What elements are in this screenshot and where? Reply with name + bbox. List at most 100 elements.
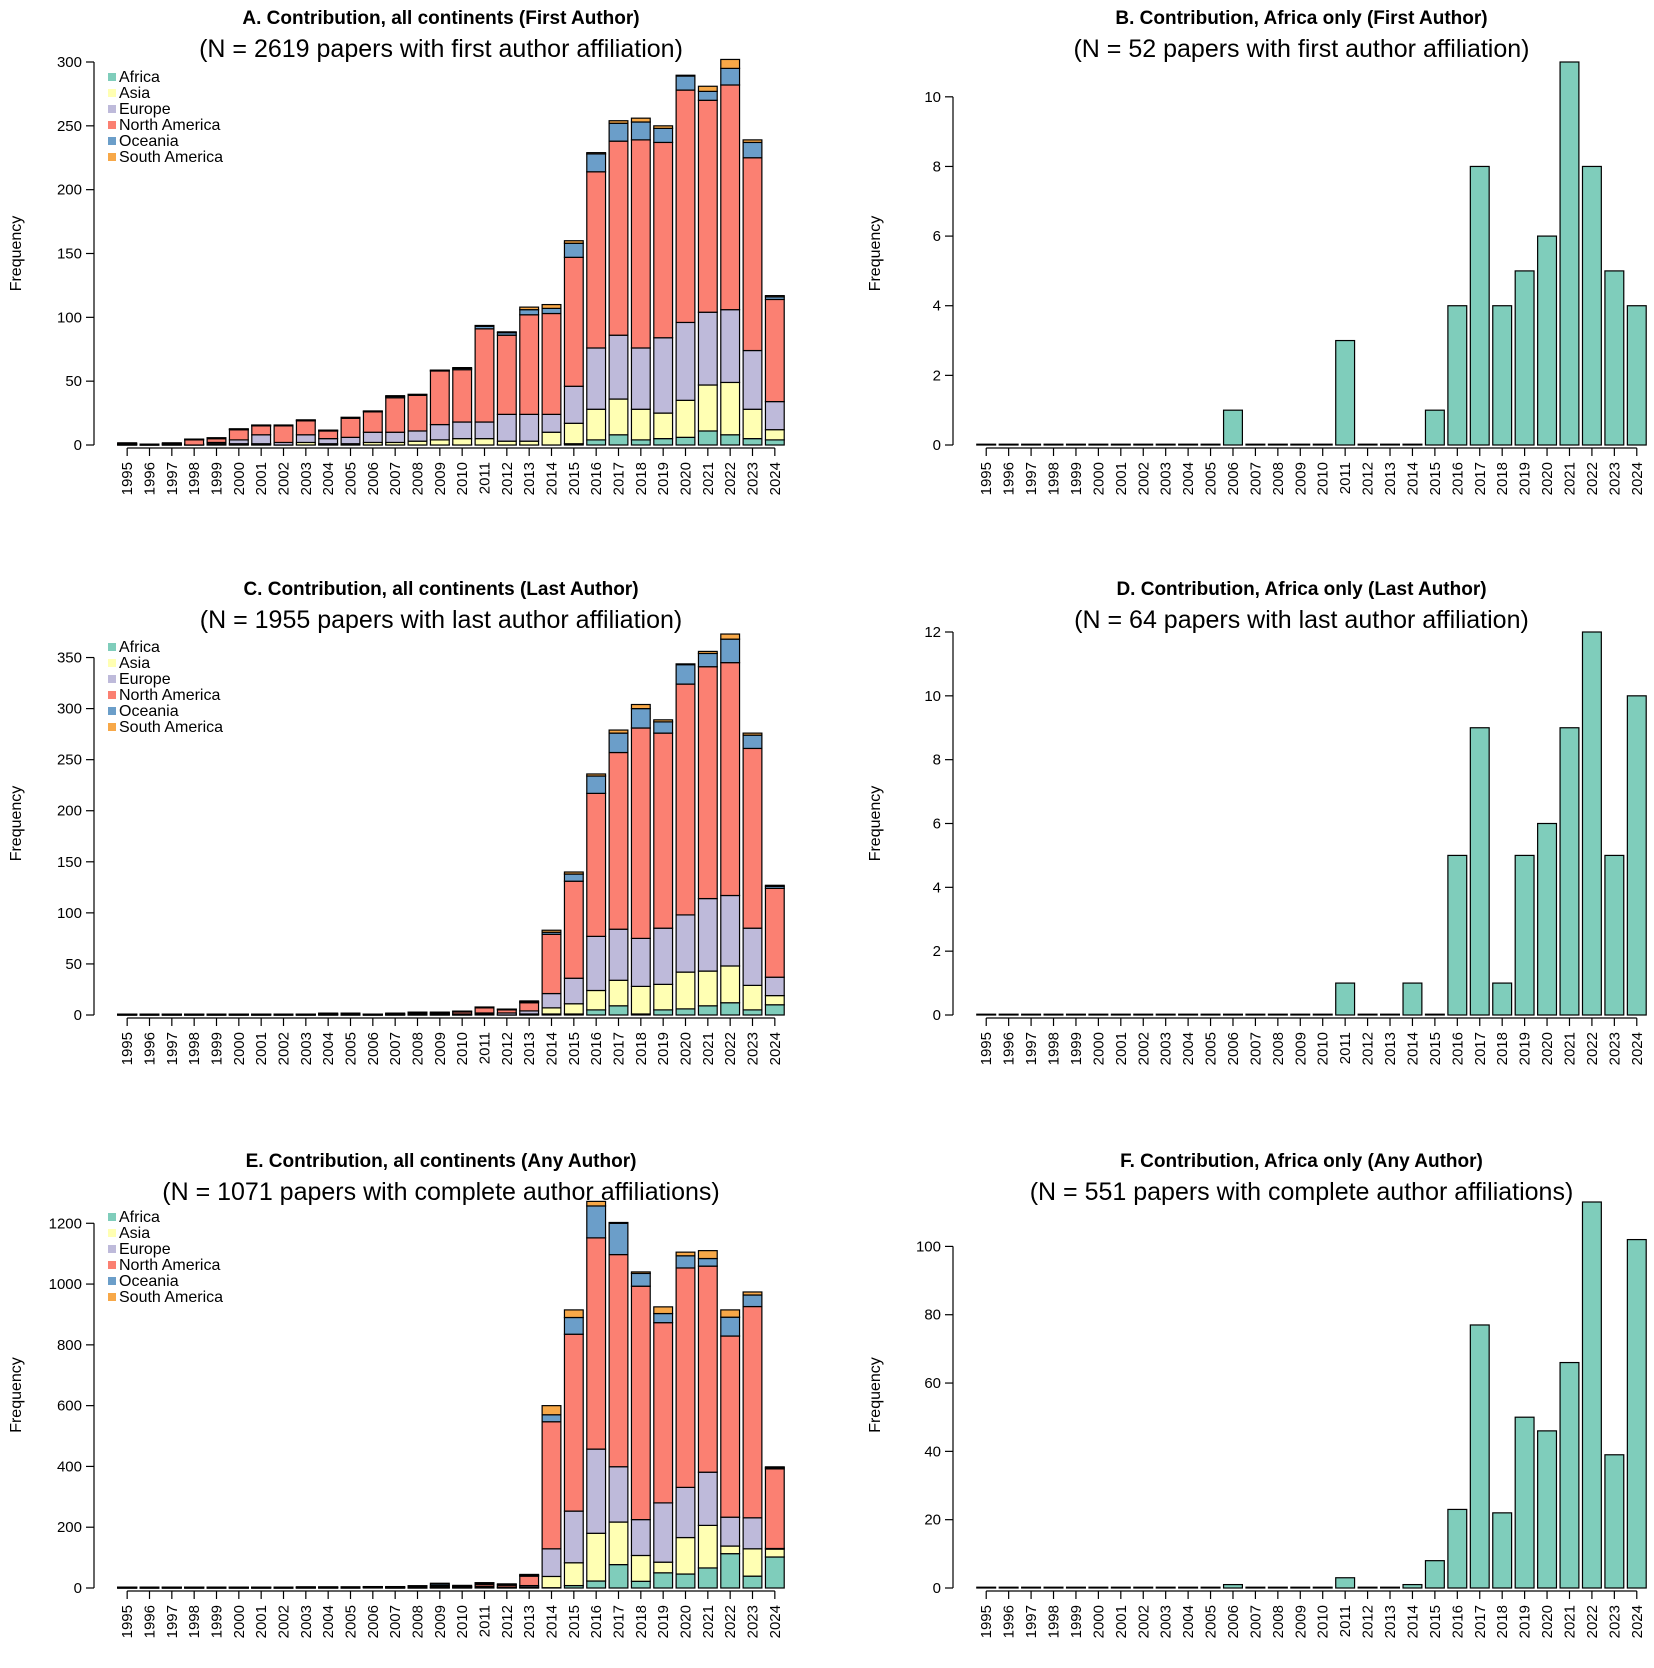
x-tick-label: 1995 (119, 1032, 136, 1065)
x-tick-label: 2017 (611, 1032, 628, 1065)
bar-a-1998-north-america (184, 439, 205, 446)
chart-title: C. Contribution, all continents (Last Au… (243, 579, 638, 600)
legend-label: North America (119, 117, 220, 134)
bar-b-1998-africa (1043, 443, 1064, 446)
bar-e-2017-north-america (608, 1253, 629, 1468)
bar-c-2013-north-america (519, 1002, 540, 1012)
bar-f-1999-africa (1065, 1586, 1086, 1589)
bar-c-2022-africa (720, 1002, 741, 1016)
bar-c-2017-asia (608, 979, 629, 1007)
bar-b-2004-africa (1178, 443, 1199, 446)
bar-f-2010-africa (1312, 1586, 1333, 1589)
bar-c-2000-south-america (228, 1013, 249, 1016)
bar-e-2020-south-america (675, 1251, 696, 1257)
bar-f-2015-africa (1424, 1560, 1445, 1589)
x-axis: 1995 1996 1997 1998 1999 2000 2001 2002 2003 2004… (978, 1590, 1646, 1638)
bar-e-2023-asia (742, 1548, 763, 1577)
bar-e-2017-africa (608, 1563, 629, 1589)
x-tick-label: 2014 (544, 1032, 561, 1065)
bar-a-2011-south-america (474, 324, 495, 327)
bar-a-2016-oceania (586, 153, 607, 173)
chart-panel-d: D. Contribution, Africa only (Last Autho… (867, 579, 1647, 1065)
bar-a-2003-north-america (295, 420, 316, 436)
bar-c-2011-north-america (474, 1007, 495, 1014)
bar-a-1996-south-america (139, 443, 160, 446)
legend-swatch-north-america (108, 1261, 116, 1269)
bar-d-2004-africa (1178, 1013, 1199, 1016)
x-tick-label: 2004 (320, 462, 337, 495)
y-tick-label: 60 (924, 1375, 941, 1392)
legend-label: South America (119, 1289, 223, 1306)
bar-c-2019-oceania (653, 721, 674, 734)
x-tick-label: 1998 (1046, 1032, 1063, 1065)
x-tick-label: 2000 (231, 1605, 248, 1638)
bar-e-2016-africa (586, 1580, 607, 1589)
x-tick-label: 2022 (722, 1032, 739, 1065)
x-tick-label: 2021 (1561, 462, 1578, 495)
bar-d-1998-africa (1043, 1013, 1064, 1016)
bar-a-2015-south-america (563, 240, 584, 244)
x-tick-label: 2016 (588, 462, 605, 495)
bar-c-2018-europe (630, 937, 651, 988)
y-tick-label: 50 (65, 956, 82, 973)
x-tick-label: 2018 (633, 1032, 650, 1065)
bar-f-2000-africa (1088, 1586, 1109, 1589)
bar-e-2019-south-america (653, 1306, 674, 1315)
x-tick-label: 2012 (499, 1605, 516, 1638)
y-tick-label: 150 (57, 246, 82, 263)
bar-d-2002-africa (1133, 1013, 1154, 1016)
bar-a-2015-asia (563, 422, 584, 445)
bar-c-2024-europe (764, 976, 785, 997)
bar-a-2021-north-america (697, 99, 718, 313)
x-tick-label: 2011 (477, 1605, 494, 1637)
legend-label: Africa (119, 639, 160, 656)
x-tick-label: 2011 (477, 462, 494, 494)
bar-d-2009-africa (1290, 1013, 1311, 1016)
bar-e-1998-south-america (184, 1586, 205, 1589)
bar-b-1995-africa (976, 443, 997, 446)
bar-b-2020-africa (1537, 235, 1558, 446)
bar-c-2024-asia (764, 994, 785, 1006)
x-tick-label: 2023 (1606, 1605, 1623, 1638)
x-tick-label: 1999 (209, 462, 226, 495)
bar-e-2017-asia (608, 1521, 629, 1566)
y-tick-label: 0 (933, 1580, 941, 1597)
x-tick-label: 2000 (1090, 1605, 1107, 1638)
bar-a-2020-south-america (675, 74, 696, 77)
bar-a-2020-europe (675, 321, 696, 401)
x-tick-label: 2009 (432, 462, 449, 495)
bar-b-2017-africa (1469, 165, 1490, 446)
bar-e-2014-asia (541, 1575, 562, 1589)
bar-d-1996-africa (998, 1013, 1019, 1016)
bar-a-2012-europe (496, 413, 517, 442)
bars-group (117, 58, 785, 446)
bar-e-2018-south-america (630, 1271, 651, 1275)
x-tick-label: 2008 (410, 1605, 427, 1638)
x-tick-label: 2001 (1113, 1032, 1130, 1065)
bar-c-2016-europe (586, 935, 607, 992)
x-tick-label: 2014 (1404, 1032, 1421, 1065)
bar-f-2020-africa (1537, 1430, 1558, 1589)
bar-d-2014-africa (1402, 982, 1423, 1016)
x-tick-label: 2004 (1180, 462, 1197, 495)
bar-c-2023-north-america (742, 747, 763, 929)
bar-a-1997-south-america (161, 442, 182, 445)
bar-a-2013-europe (519, 413, 540, 442)
bar-e-2000-south-america (228, 1586, 249, 1589)
bar-a-2015-europe (563, 385, 584, 424)
x-tick-label: 2009 (432, 1032, 449, 1065)
y-tick-label: 400 (57, 1458, 82, 1475)
legend-swatch-europe (108, 105, 116, 113)
bar-a-2018-asia (630, 408, 651, 441)
x-tick-label: 2007 (387, 1032, 404, 1065)
bar-c-2018-south-america (630, 703, 651, 710)
bar-a-2010-north-america (452, 369, 473, 423)
x-tick-label: 1998 (186, 462, 203, 495)
bar-a-2000-south-america (228, 428, 249, 431)
bar-e-2005-south-america (340, 1586, 361, 1589)
bar-c-2016-oceania (586, 775, 607, 794)
chart-panel-e: E. Contribution, all continents (Any Aut… (8, 1151, 785, 1638)
bar-e-2014-south-america (541, 1405, 562, 1416)
bar-a-2017-oceania (608, 122, 629, 142)
x-tick-label: 2023 (1606, 462, 1623, 495)
